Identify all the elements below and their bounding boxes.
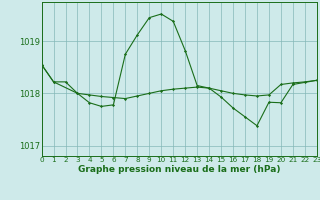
X-axis label: Graphe pression niveau de la mer (hPa): Graphe pression niveau de la mer (hPa) [78, 165, 280, 174]
